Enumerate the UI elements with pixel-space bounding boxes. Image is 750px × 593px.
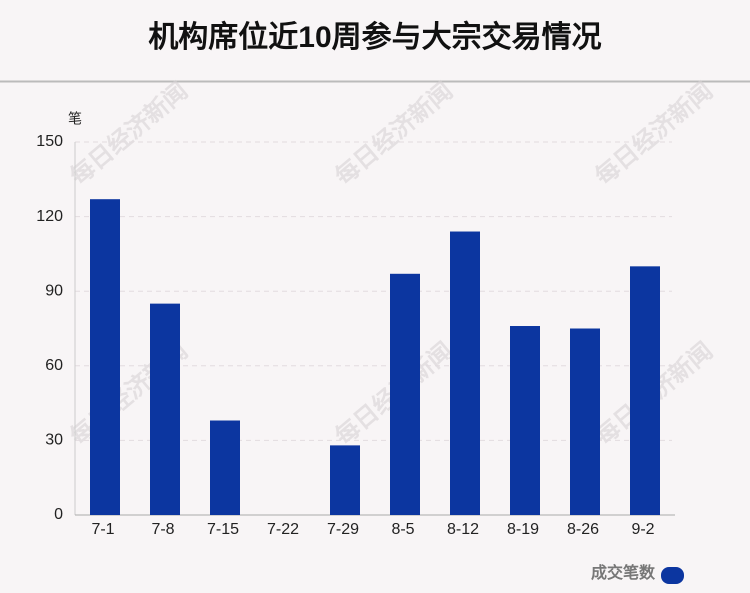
y-axis-label: 笔 [68, 111, 82, 127]
bar [570, 328, 600, 515]
x-tick-label: 7-1 [91, 521, 114, 538]
legend-swatch [661, 567, 684, 584]
y-tick-label: 90 [45, 282, 63, 299]
x-tick-label: 8-26 [567, 521, 599, 538]
bar [630, 266, 660, 515]
legend-label: 成交笔数 [591, 563, 656, 582]
y-tick-label: 60 [45, 357, 63, 374]
chart-title: 机构席位近10周参与大宗交易情况 [148, 20, 601, 54]
bar [450, 231, 480, 515]
x-tick-label: 7-8 [151, 521, 174, 538]
x-tick-label: 8-19 [507, 521, 539, 538]
bar [90, 199, 120, 515]
y-tick-label: 150 [36, 133, 63, 150]
y-tick-label: 30 [45, 432, 63, 449]
bar [330, 445, 360, 515]
x-tick-label: 9-2 [631, 521, 654, 538]
bar [390, 273, 420, 515]
x-tick-label: 7-22 [267, 521, 299, 538]
x-tick-label: 8-12 [447, 521, 479, 538]
y-tick-label: 120 [36, 208, 63, 225]
y-tick-label: 0 [54, 506, 63, 523]
bar [150, 303, 180, 515]
x-tick-label: 8-5 [391, 521, 414, 538]
bar [510, 326, 540, 515]
x-tick-label: 7-29 [327, 521, 359, 538]
bar [210, 420, 240, 515]
x-tick-label: 7-15 [207, 521, 239, 538]
